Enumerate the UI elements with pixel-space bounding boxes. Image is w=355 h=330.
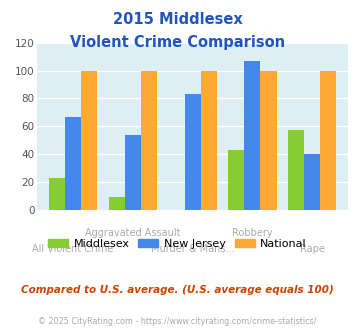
Bar xyxy=(304,154,320,210)
Legend: Middlesex, New Jersey, National: Middlesex, New Jersey, National xyxy=(44,235,311,253)
Bar xyxy=(125,135,141,210)
Bar xyxy=(260,71,277,210)
Bar xyxy=(141,71,157,210)
Bar xyxy=(109,197,125,210)
Bar xyxy=(65,116,81,210)
Text: © 2025 CityRating.com - https://www.cityrating.com/crime-statistics/: © 2025 CityRating.com - https://www.city… xyxy=(38,317,317,326)
Bar xyxy=(320,71,336,210)
Text: Murder & Mans...: Murder & Mans... xyxy=(151,244,234,254)
Bar xyxy=(244,61,260,210)
Bar xyxy=(288,130,304,210)
Bar xyxy=(81,71,97,210)
Text: 2015 Middlesex: 2015 Middlesex xyxy=(113,12,242,26)
Text: Aggravated Assault: Aggravated Assault xyxy=(85,228,181,238)
Text: Robbery: Robbery xyxy=(232,228,273,238)
Text: Violent Crime Comparison: Violent Crime Comparison xyxy=(70,35,285,50)
Bar xyxy=(49,178,65,210)
Text: Rape: Rape xyxy=(300,244,324,254)
Text: Compared to U.S. average. (U.S. average equals 100): Compared to U.S. average. (U.S. average … xyxy=(21,285,334,295)
Bar xyxy=(228,150,244,210)
Bar xyxy=(201,71,217,210)
Text: All Violent Crime: All Violent Crime xyxy=(33,244,114,254)
Bar xyxy=(185,94,201,210)
